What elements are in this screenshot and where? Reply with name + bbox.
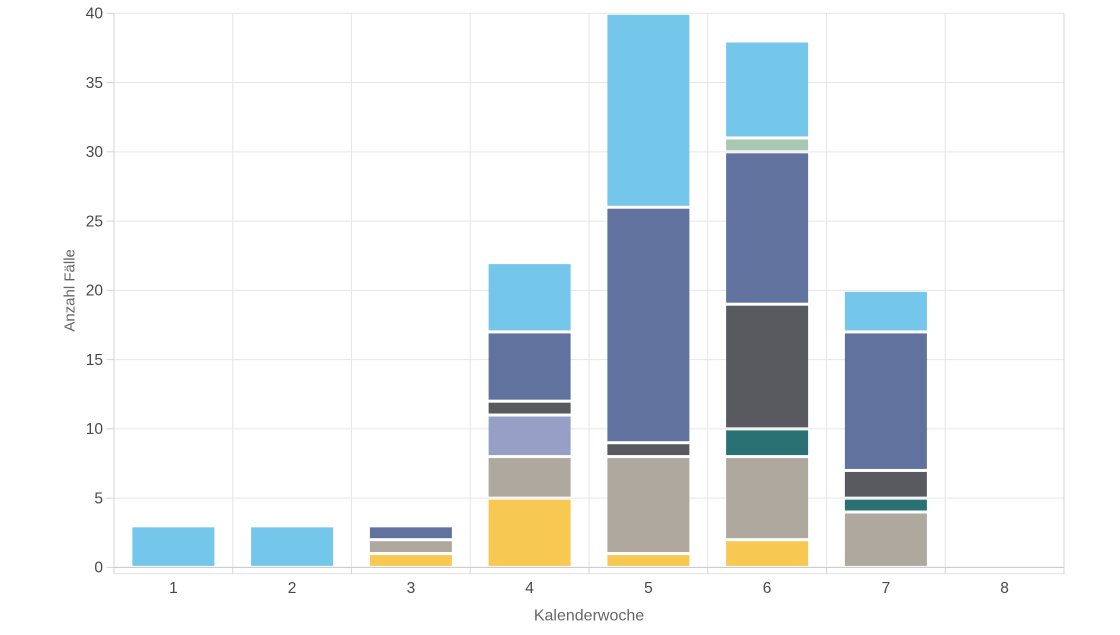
svg-text:Kalenderwoche: Kalenderwoche (534, 608, 644, 625)
svg-text:7: 7 (882, 580, 891, 597)
svg-text:25: 25 (86, 213, 103, 230)
svg-text:5: 5 (644, 580, 653, 597)
svg-text:3: 3 (407, 580, 416, 597)
svg-text:8: 8 (1000, 580, 1009, 597)
svg-text:0: 0 (94, 560, 103, 577)
svg-text:10: 10 (86, 421, 104, 438)
svg-text:20: 20 (86, 283, 104, 300)
svg-text:40: 40 (86, 6, 104, 23)
svg-text:2: 2 (288, 580, 297, 597)
svg-text:5: 5 (94, 490, 103, 507)
svg-text:Anzahl Fälle: Anzahl Fälle (62, 249, 79, 332)
svg-text:6: 6 (763, 580, 772, 597)
svg-text:35: 35 (86, 75, 103, 92)
svg-text:30: 30 (86, 144, 104, 161)
svg-text:1: 1 (169, 580, 178, 597)
svg-text:15: 15 (86, 352, 103, 369)
svg-text:4: 4 (525, 580, 534, 597)
